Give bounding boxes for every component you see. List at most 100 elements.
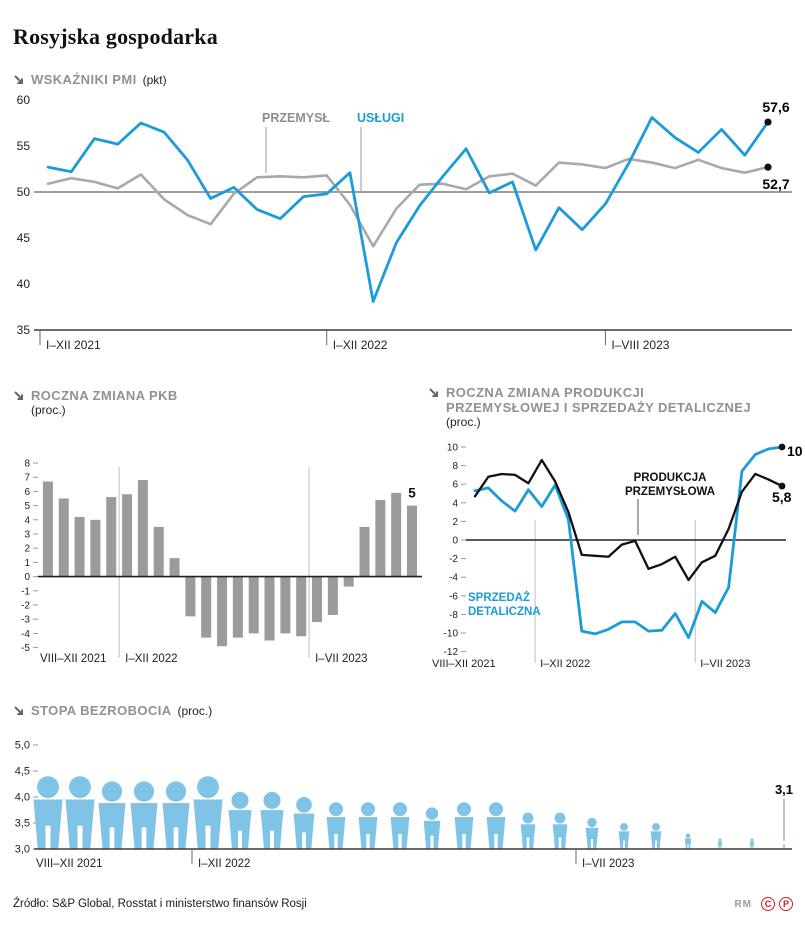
person-body: [650, 831, 662, 849]
y-tick-label: -3: [21, 615, 30, 626]
x-tick-label: I–XII 2022: [198, 858, 250, 870]
person-head: [197, 776, 219, 799]
y-tick-label: -4: [21, 629, 30, 640]
person-body: [552, 824, 568, 849]
person-icon: [423, 807, 441, 849]
person-icon: [684, 833, 692, 849]
gdp-chart-title: ROCZNA ZMIANA PKB: [31, 388, 178, 403]
y-tick-label: -4: [449, 573, 458, 584]
gdp-bar: [90, 519, 101, 577]
person-head: [488, 802, 504, 817]
y-tick-label: 1: [24, 558, 30, 569]
y-tick-label: 8: [24, 459, 30, 470]
y-tick-label: 2: [24, 544, 30, 555]
annotation-produkcja: PRZEMYSŁOWA: [625, 486, 715, 498]
production-chart-unit: (proc.): [446, 415, 481, 429]
y-tick-label: 50: [17, 185, 31, 199]
page-title: Rosyjska gospodarka: [13, 24, 218, 49]
annotation-produkcja: PRODUKCJA: [634, 472, 707, 484]
x-tick-label: I–XII 2021: [46, 338, 101, 352]
end-dot-przemysl: [764, 163, 772, 171]
section-arrow-icon: [13, 389, 25, 407]
credit-rm: RM: [734, 898, 752, 910]
gdp-bar: [391, 492, 402, 577]
y-tick-label: -5: [21, 643, 30, 654]
person-head: [587, 817, 597, 828]
unemployment-chart-title: STOPA BEZROBOCIA: [31, 703, 172, 718]
pmi-section-header: WSKAŹNIKI PMI (pkt): [13, 72, 167, 91]
person-icon: [717, 838, 723, 849]
person-icon: [650, 823, 662, 849]
end-dot-uslugi: [764, 118, 772, 126]
y-tick-label: 5,0: [15, 740, 30, 752]
series-line-uslugi: [46, 116, 770, 303]
y-tick-label: 45: [17, 231, 31, 245]
person-icon: [520, 812, 536, 849]
x-tick-label: I–VII 2023: [582, 858, 634, 870]
person-head: [652, 823, 660, 831]
gdp-bar: [106, 497, 117, 577]
person-head: [718, 838, 722, 842]
person-body: [684, 838, 692, 849]
gdp-bar: [359, 526, 370, 577]
end-label-sprzedaz: 10: [787, 443, 803, 459]
y-tick-label: -1: [21, 586, 30, 597]
production-chart-title-line2: PRZEMYSŁOWEJ I SPRZEDAŻY DETALICZNEJ: [446, 400, 752, 415]
person-head: [620, 823, 628, 831]
copyright-c-icon: C: [761, 897, 775, 911]
person-icon: [193, 776, 223, 849]
person-head: [685, 833, 691, 839]
person-body: [193, 799, 223, 849]
y-tick-label: 8: [452, 461, 458, 472]
y-tick-label: -2: [449, 554, 458, 565]
annotation-sprzedaz: DETALICZNA: [468, 606, 541, 618]
person-body: [717, 841, 723, 849]
person-body: [228, 810, 252, 849]
y-tick-label: -6: [449, 591, 458, 602]
person-icon: [130, 781, 158, 849]
person-head: [425, 807, 439, 820]
gdp-bar: [201, 576, 212, 638]
end-label: 3,1: [775, 782, 793, 797]
gdp-bar: [343, 576, 354, 587]
person-head: [231, 791, 249, 809]
person-body: [326, 817, 346, 849]
person-icon: [782, 843, 786, 849]
person-body: [358, 817, 378, 849]
end-label-uslugi: 57,6: [762, 99, 789, 115]
y-tick-label: 6: [452, 480, 458, 491]
person-head: [263, 791, 281, 809]
gdp-bar: [122, 494, 133, 577]
gdp-bar: [74, 516, 85, 577]
end-label-przemysl: 52,7: [762, 176, 789, 192]
gdp-bar: [185, 576, 196, 617]
person-icon: [326, 802, 346, 849]
production-chart-title-line1: ROCZNA ZMIANA PRODUKCJI: [446, 385, 645, 400]
person-body: [520, 824, 536, 849]
x-tick-label: VIII–XII 2021: [36, 858, 103, 870]
gdp-bar: [137, 480, 148, 577]
gdp-bar: [42, 481, 53, 577]
x-tick-label: I–VII 2023: [315, 653, 367, 665]
person-head: [296, 797, 312, 813]
production-section-header: ROCZNA ZMIANA PRODUKCJI PRZEMYSŁOWEJ I S…: [428, 385, 751, 430]
person-icon: [454, 802, 474, 849]
y-tick-label: 4,5: [15, 766, 30, 778]
gdp-bar: [248, 576, 259, 634]
person-icon: [228, 791, 252, 849]
y-tick-label: 4,0: [15, 792, 30, 804]
x-tick-label: I–XII 2022: [125, 653, 177, 665]
gdp-bar: [280, 576, 291, 634]
y-tick-label: -2: [21, 601, 30, 612]
section-arrow-icon: [13, 704, 25, 722]
y-tick-label: -10: [444, 629, 459, 640]
person-head: [783, 843, 785, 846]
person-head: [133, 781, 155, 802]
gdp-bar: [153, 526, 164, 577]
gdp-bar: [169, 558, 180, 577]
gdp-bar: [375, 499, 386, 577]
y-tick-label: 6: [24, 487, 30, 498]
gdp-chart-unit: (proc.): [31, 403, 66, 417]
y-tick-label: 0: [452, 536, 458, 547]
person-body: [454, 817, 474, 849]
